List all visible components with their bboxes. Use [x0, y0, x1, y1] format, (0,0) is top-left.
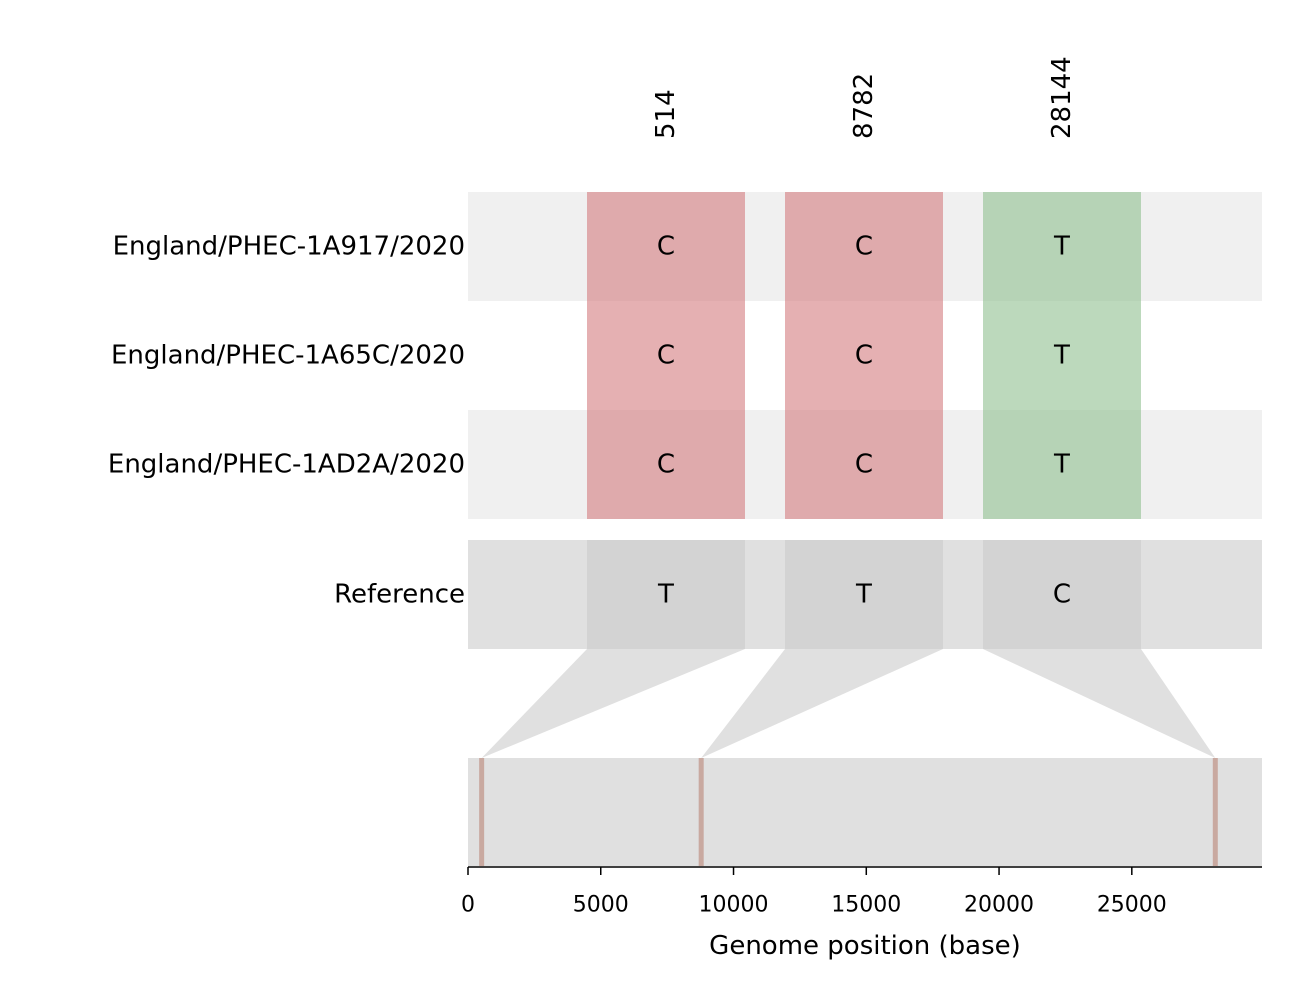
variant-cell — [983, 192, 1141, 301]
connector — [983, 649, 1216, 758]
sample-label: England/PHEC-1A917/2020 — [113, 232, 465, 262]
variant-cell — [785, 301, 943, 410]
variant-cell — [983, 301, 1141, 410]
reference-base-label: C — [1053, 580, 1071, 610]
sample-label: England/PHEC-1A65C/2020 — [111, 341, 465, 371]
reference-base-label: T — [855, 580, 872, 610]
base-label: C — [855, 341, 873, 371]
position-label: 8782 — [849, 73, 879, 139]
sample-label: England/PHEC-1AD2A/2020 — [108, 450, 465, 480]
x-tick-label: 0 — [461, 893, 475, 918]
reference-cell — [587, 540, 745, 649]
variant-cell — [587, 301, 745, 410]
x-tick-label: 25000 — [1097, 893, 1167, 918]
base-label: T — [1053, 341, 1070, 371]
base-label: C — [855, 450, 873, 480]
position-marker — [1212, 758, 1218, 866]
x-tick-label: 20000 — [964, 893, 1034, 918]
base-label: C — [657, 341, 675, 371]
reference-base-label: T — [657, 580, 674, 610]
variant-cell — [785, 410, 943, 519]
position-label: 514 — [651, 89, 681, 139]
variant-cell — [587, 410, 745, 519]
base-label: T — [1053, 450, 1070, 480]
x-axis-label: Genome position (base) — [709, 931, 1021, 961]
connector — [481, 649, 745, 758]
connector — [701, 649, 943, 758]
position-label: 28144 — [1047, 56, 1077, 139]
x-tick-label: 10000 — [699, 893, 769, 918]
position-marker — [698, 758, 704, 866]
x-tick-label: 15000 — [831, 893, 901, 918]
base-label: C — [657, 232, 675, 262]
x-tick-label: 5000 — [573, 893, 629, 918]
reference-label: Reference — [334, 580, 465, 610]
variant-cell — [983, 410, 1141, 519]
base-label: C — [855, 232, 873, 262]
position-marker — [479, 758, 485, 866]
base-label: C — [657, 450, 675, 480]
variant-cell — [587, 192, 745, 301]
base-label: T — [1053, 232, 1070, 262]
variant-cell — [785, 192, 943, 301]
reference-cell — [785, 540, 943, 649]
genome-track — [468, 758, 1262, 866]
reference-cell — [983, 540, 1141, 649]
